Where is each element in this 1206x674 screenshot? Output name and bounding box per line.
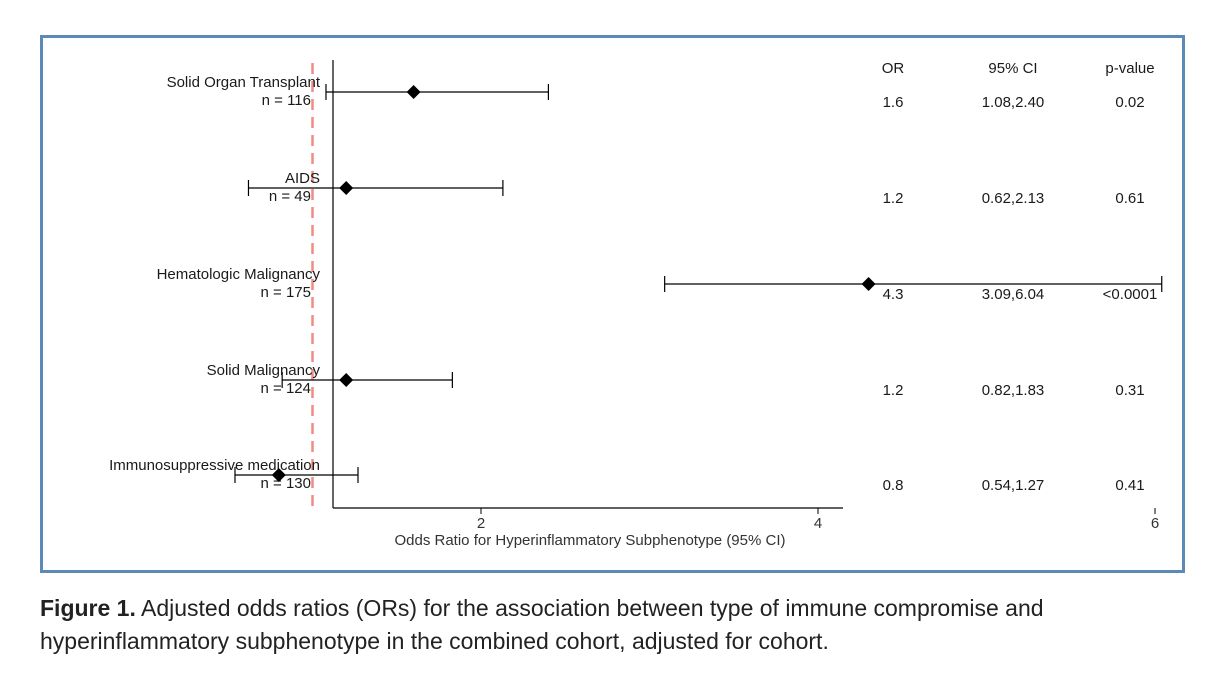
p-value: 0.41 <box>1115 477 1144 494</box>
row-label: Immunosuppressive medication <box>109 457 320 474</box>
row-n-label: n = 175 <box>261 284 311 301</box>
row-label: Solid Malignancy <box>207 362 321 379</box>
or-value: 0.8 <box>883 477 904 494</box>
caption-label: Figure 1. <box>40 595 136 621</box>
or-value: 1.2 <box>883 190 904 207</box>
ci-value: 0.82,1.83 <box>982 382 1045 399</box>
x-axis-title: Odds Ratio for Hyperinflammatory Subphen… <box>394 532 785 549</box>
figure-frame <box>40 35 1185 573</box>
or-value: 1.2 <box>883 382 904 399</box>
ci-value: 3.09,6.04 <box>982 286 1045 303</box>
ci-value: 0.62,2.13 <box>982 190 1045 207</box>
ci-value: 0.54,1.27 <box>982 477 1045 494</box>
p-value: <0.0001 <box>1103 286 1158 303</box>
or-point <box>406 85 421 99</box>
row-n-label: n = 124 <box>261 380 311 397</box>
row-n-label: n = 116 <box>262 92 311 109</box>
ci-value: 1.08,2.40 <box>982 94 1045 111</box>
column-header: p-value <box>1105 60 1154 77</box>
or-point <box>339 373 354 387</box>
p-value: 0.31 <box>1115 382 1144 399</box>
x-tick-label: 4 <box>814 515 822 532</box>
or-point <box>271 468 286 482</box>
or-point <box>861 277 876 291</box>
or-value: 1.6 <box>883 94 904 111</box>
figure-caption: Figure 1. Adjusted odds ratios (ORs) for… <box>40 592 1190 658</box>
x-tick-label: 6 <box>1151 515 1159 532</box>
row-n-label: n = 49 <box>269 188 311 205</box>
p-value: 0.02 <box>1115 94 1144 111</box>
forest-plot: 2 4 6 Odds Ratio for Hyperinflammatory Subp… <box>109 60 1163 549</box>
row-label: AIDS <box>285 170 320 187</box>
row-n-label: n = 130 <box>261 475 311 492</box>
or-point <box>339 181 354 195</box>
column-header: 95% CI <box>988 60 1037 77</box>
x-tick-label: 2 <box>477 515 485 532</box>
row-label: Solid Organ Transplant <box>167 74 321 91</box>
or-value: 4.3 <box>883 286 904 303</box>
column-header: OR <box>882 60 905 77</box>
row-label: Hematologic Malignancy <box>157 266 321 283</box>
p-value: 0.61 <box>1115 190 1144 207</box>
caption-text: Adjusted odds ratios (ORs) for the assoc… <box>40 595 1044 654</box>
